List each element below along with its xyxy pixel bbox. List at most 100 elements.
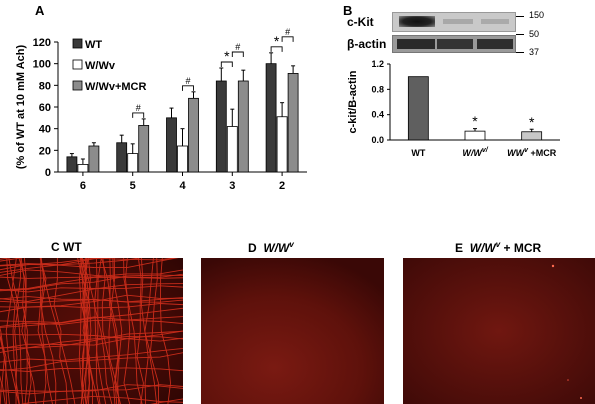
marker-150: 150 [529,10,545,20]
legend-swatch [72,59,83,70]
ckit-band-mcr [481,19,509,24]
fiber [0,316,183,327]
y-axis-label: (% of WT at 10 mM Ach) [15,45,27,170]
actin-band-mcr [477,39,513,49]
significance-mark: # [185,76,190,86]
actin-band-wt [397,39,435,49]
fiber [123,258,131,404]
panel-a-letter: A [35,3,45,18]
fiber [0,274,183,292]
bar [177,145,188,173]
fiber [0,273,183,291]
fiber [0,330,183,349]
x-tick-label: 3 [229,180,235,190]
x-tick-label: WT [411,148,425,158]
bar [287,73,299,173]
y-tick-label: 0 [45,167,51,179]
fiber [160,258,171,404]
marker-tick-150 [516,16,524,17]
fiber [0,352,183,372]
fiber [0,258,111,266]
micrograph-d-label: D W/Wv [248,240,294,255]
fiber [0,327,6,404]
fiber [20,395,183,404]
significance-mark: * [224,48,230,64]
significance-bracket [132,112,145,118]
fiber [8,258,19,404]
bar [215,80,227,173]
bar [407,76,429,141]
bar [138,125,150,173]
fiber [0,336,183,353]
marker-tick-50 [516,34,524,35]
fiber [0,347,183,363]
x-tick-label: W/Wv/ [462,147,488,158]
fiber [5,258,20,404]
bar [116,142,128,173]
y-tick-label: 0.8 [371,84,384,94]
fiber [0,333,183,342]
bar [521,131,543,141]
y-tick-label: 20 [39,145,51,157]
fiber [150,398,183,404]
fiber [0,303,183,309]
marker-37: 37 [529,47,540,57]
fiber [0,269,183,279]
bar [127,153,139,173]
micrograph-c [0,258,183,404]
fiber [81,258,107,404]
bar [188,97,199,173]
fiber [0,384,183,395]
bar [276,116,288,173]
fiber [0,334,10,404]
fiber [93,258,113,404]
chart-a: 0 20 40 60 80 100 120 (% of WT at 10 mM Ach) 6 5 4… [15,27,307,190]
y-tick-label: 0.0 [371,135,384,145]
bar [226,126,238,173]
significance-mark: # [285,27,290,37]
micrograph-e [403,258,595,404]
fiber [53,258,68,404]
fiber [40,258,76,404]
bar [464,130,486,141]
fiber [123,258,143,404]
y-tick-label: 120 [33,37,51,49]
fiber [40,258,57,404]
x-tick-label: 5 [130,180,136,190]
actin-band-strip [392,35,516,53]
fiber [78,258,84,404]
micrograph-e-label: E W/Wv + MCR [455,240,542,255]
fiber [20,258,37,404]
fiber [95,258,102,404]
bar [166,117,177,173]
marker-50: 50 [529,29,540,39]
bar [265,63,277,173]
panel-b-letter: B [343,3,353,18]
legend-label: WT [85,39,102,51]
significance-bracket [281,36,294,42]
legend-swatch [72,80,83,91]
significance-mark: * [274,33,280,49]
fiber [136,258,144,404]
fiber [0,307,183,328]
y-tick-label: 100 [33,59,51,71]
fiber [0,258,142,273]
x-tick-label: 2 [279,180,285,190]
fiber [0,283,183,302]
fluorescent-dot [580,397,582,399]
ckit-band-wt [399,16,435,27]
fiber [0,384,183,392]
fiber [0,316,183,324]
micrograph-d-image [201,258,384,404]
bar [237,80,249,173]
ckit-band-strip [392,12,516,32]
fiber [101,258,116,404]
fiber [39,258,47,404]
y-tick-label: 40 [39,124,51,136]
fiber [0,333,8,404]
y-tick-label: 60 [39,102,51,114]
fiber [0,296,183,303]
fiber [0,367,183,372]
significance-bracket [270,46,283,52]
bar [77,164,89,173]
